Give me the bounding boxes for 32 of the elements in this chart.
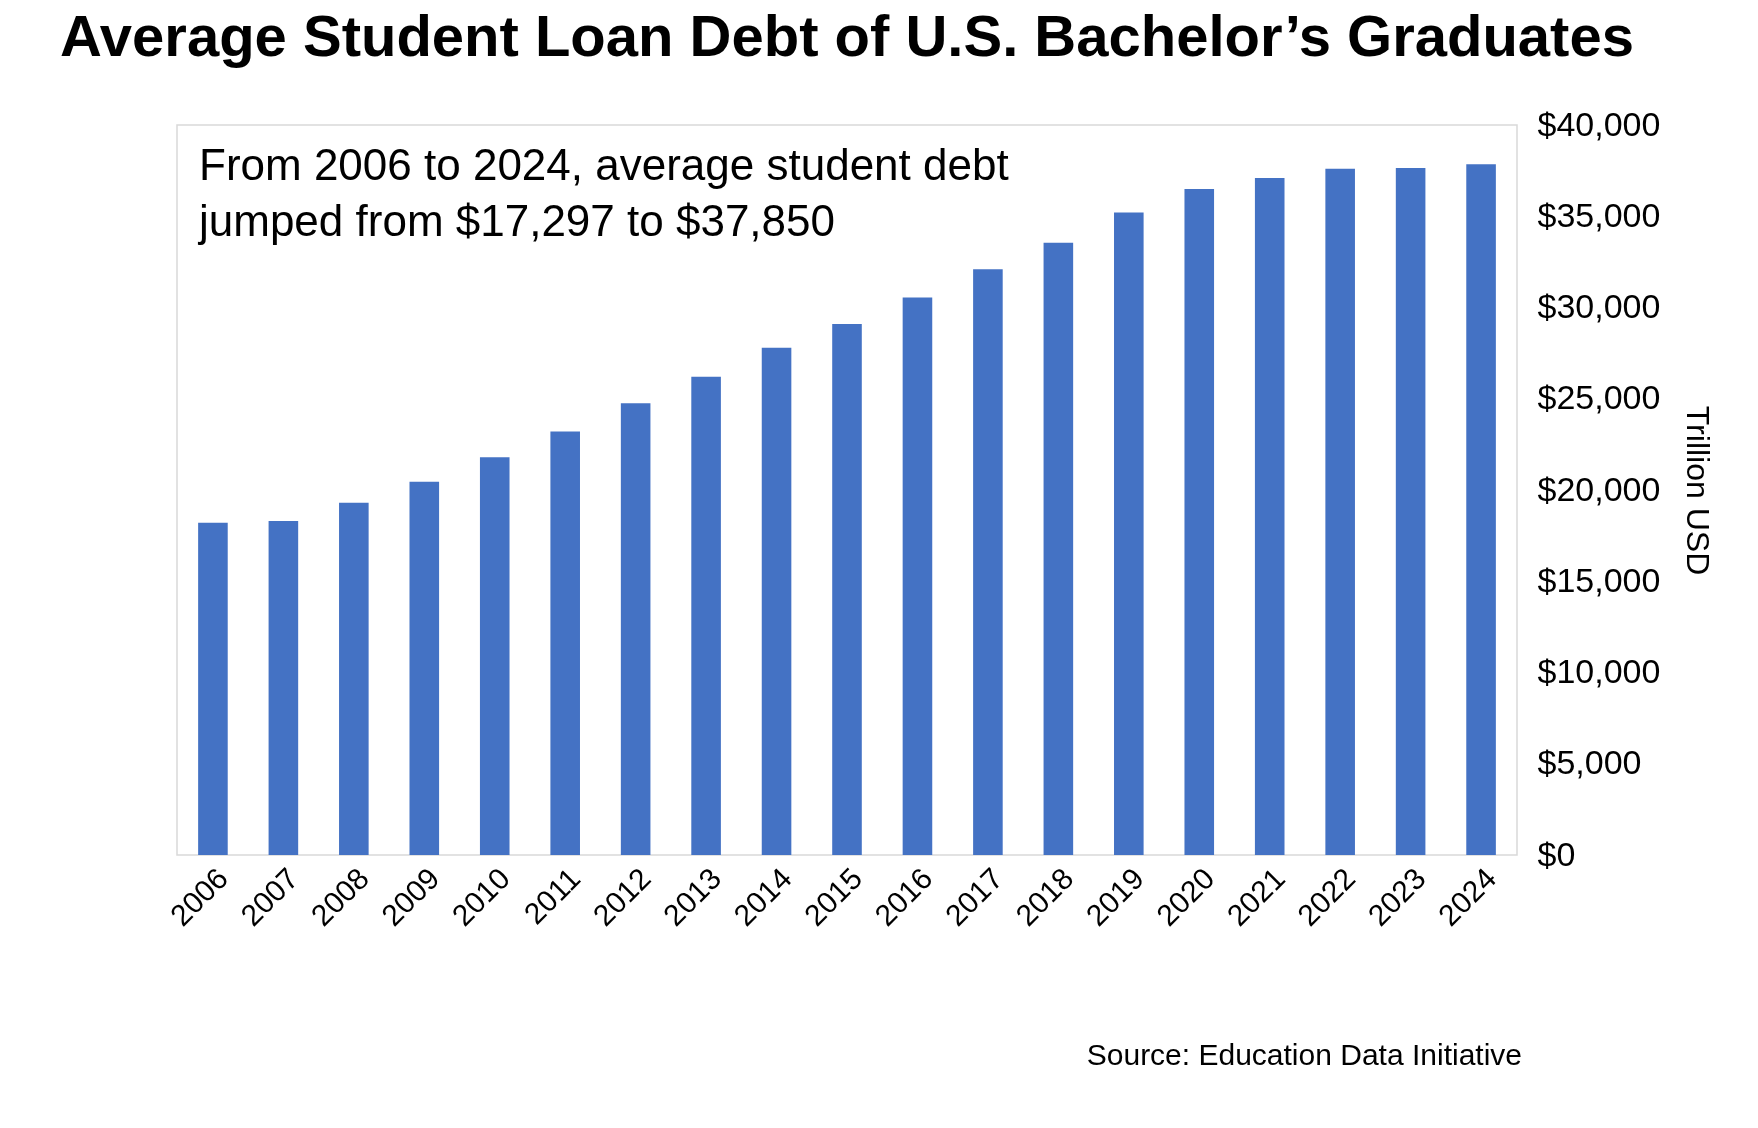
y-tick-label: $25,000	[1537, 378, 1661, 417]
y-tick-label: $15,000	[1537, 560, 1661, 599]
y-tick-label: $10,000	[1537, 652, 1661, 690]
bar	[1254, 177, 1285, 855]
y-tick-label: $5,000	[1537, 743, 1642, 782]
bar	[1184, 188, 1215, 855]
bar	[479, 457, 510, 855]
y-tick-label: $20,000	[1537, 469, 1661, 508]
bar	[832, 323, 862, 855]
bar	[268, 521, 299, 855]
chart-title: Average Student Loan Debt of U.S. Bachelor’s Graduates	[60, 3, 1634, 68]
bar	[620, 403, 651, 855]
bar	[339, 502, 369, 855]
annotation: From 2006 to 2024, average student debt jumped from $17,297 to $37,850	[197, 140, 1009, 245]
bar	[1466, 164, 1496, 855]
y-tick-label: $40,000	[1537, 104, 1661, 143]
source-note: Source: Education Data Initiative	[1086, 1038, 1522, 1071]
bar	[198, 522, 228, 855]
bar	[1325, 168, 1355, 855]
bar	[550, 431, 580, 855]
bar	[761, 347, 792, 855]
y-tick-label: $35,000	[1537, 195, 1661, 234]
y-axis-title: Trillion USD	[1680, 405, 1717, 576]
bar	[1114, 212, 1144, 855]
bar	[1043, 242, 1074, 855]
bar	[409, 481, 440, 855]
bar	[1395, 167, 1426, 855]
bar	[902, 297, 933, 855]
y-tick-label: $0	[1537, 834, 1576, 873]
bar	[973, 269, 1003, 855]
bar	[691, 376, 721, 855]
y-tick-label: $30,000	[1537, 287, 1661, 325]
